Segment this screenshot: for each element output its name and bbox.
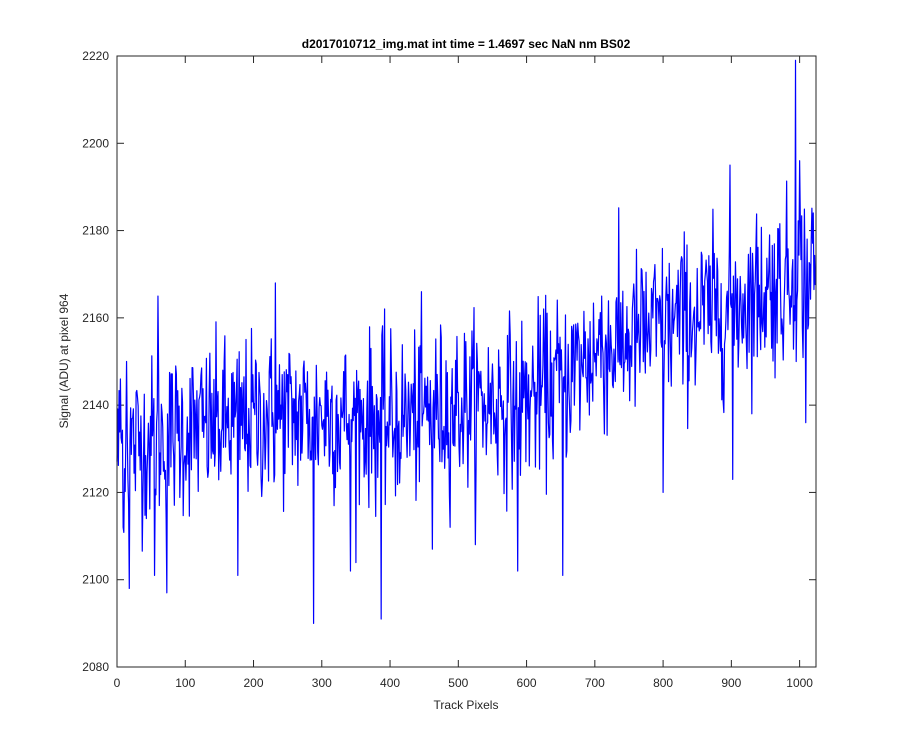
x-tick-labels: 0 100 200 300 400 500 600 700 800 900 1000 — [114, 676, 814, 690]
x-tick-label: 300 — [312, 676, 332, 690]
y-tick-label: 2140 — [82, 398, 109, 412]
y-tick-label: 2080 — [82, 660, 109, 674]
y-axis-label: Signal (ADU) at pixel 964 — [57, 293, 71, 428]
x-tick-label: 600 — [517, 676, 537, 690]
series-line — [116, 59, 816, 624]
y-tick-label: 2100 — [82, 573, 109, 587]
y-tick-labels: 2080 2100 2120 2140 2160 2180 2200 2220 — [82, 49, 109, 674]
y-tick-label: 2120 — [82, 485, 109, 499]
y-tick-label: 2200 — [82, 136, 109, 150]
y-tick-label: 2220 — [82, 49, 109, 63]
x-tick-label: 700 — [585, 676, 605, 690]
series-group — [116, 59, 816, 624]
y-tick-label: 2160 — [82, 311, 109, 325]
x-tick-label: 400 — [380, 676, 400, 690]
x-axis-label: Track Pixels — [434, 698, 499, 712]
y-tick-label: 2180 — [82, 224, 109, 238]
chart-title: d2017010712_img.mat int time = 1.4697 se… — [302, 37, 631, 51]
x-tick-label: 100 — [175, 676, 195, 690]
x-tick-label: 500 — [448, 676, 468, 690]
x-tick-label: 900 — [721, 676, 741, 690]
axes-box — [116, 55, 817, 668]
x-tick-marks — [116, 56, 801, 667]
x-tick-label: 0 — [114, 676, 121, 690]
x-tick-label: 1000 — [786, 676, 813, 690]
x-tick-label: 800 — [653, 676, 673, 690]
x-tick-label: 200 — [244, 676, 264, 690]
